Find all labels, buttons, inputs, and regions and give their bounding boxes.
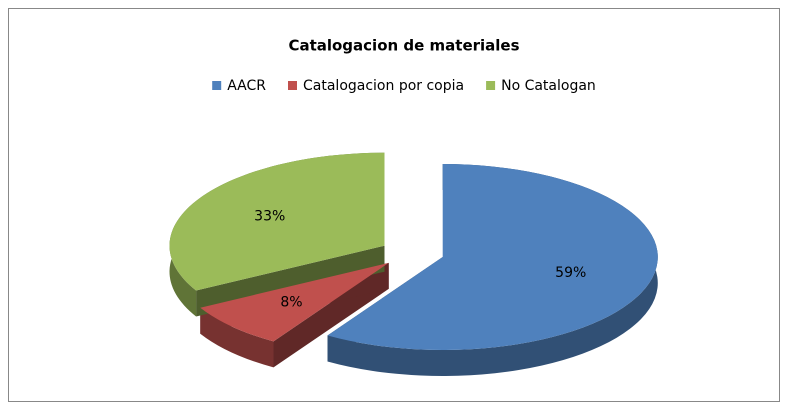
slice-side bbox=[327, 163, 658, 376]
slice bbox=[327, 163, 658, 350]
data-label: 59% bbox=[555, 265, 586, 281]
chart-title: Catalogacion de materiales bbox=[288, 37, 519, 55]
pie-tops bbox=[169, 152, 658, 350]
legend-swatch bbox=[288, 81, 297, 90]
legend-swatch bbox=[486, 81, 496, 90]
data-label: 8% bbox=[280, 294, 302, 310]
legend-label: No Catalogan bbox=[501, 78, 596, 94]
legend-label: AACR bbox=[227, 78, 266, 94]
slice bbox=[200, 262, 389, 342]
slice bbox=[169, 152, 385, 291]
slice-side bbox=[200, 307, 274, 368]
legend-swatch bbox=[212, 81, 222, 90]
data-labels: 59% 8% 33% bbox=[254, 208, 586, 310]
legend-label: Catalogacion por copia bbox=[303, 78, 464, 94]
data-label: 33% bbox=[254, 208, 285, 224]
legend: AACR Catalogacion por copia No Catalogan bbox=[212, 78, 596, 94]
